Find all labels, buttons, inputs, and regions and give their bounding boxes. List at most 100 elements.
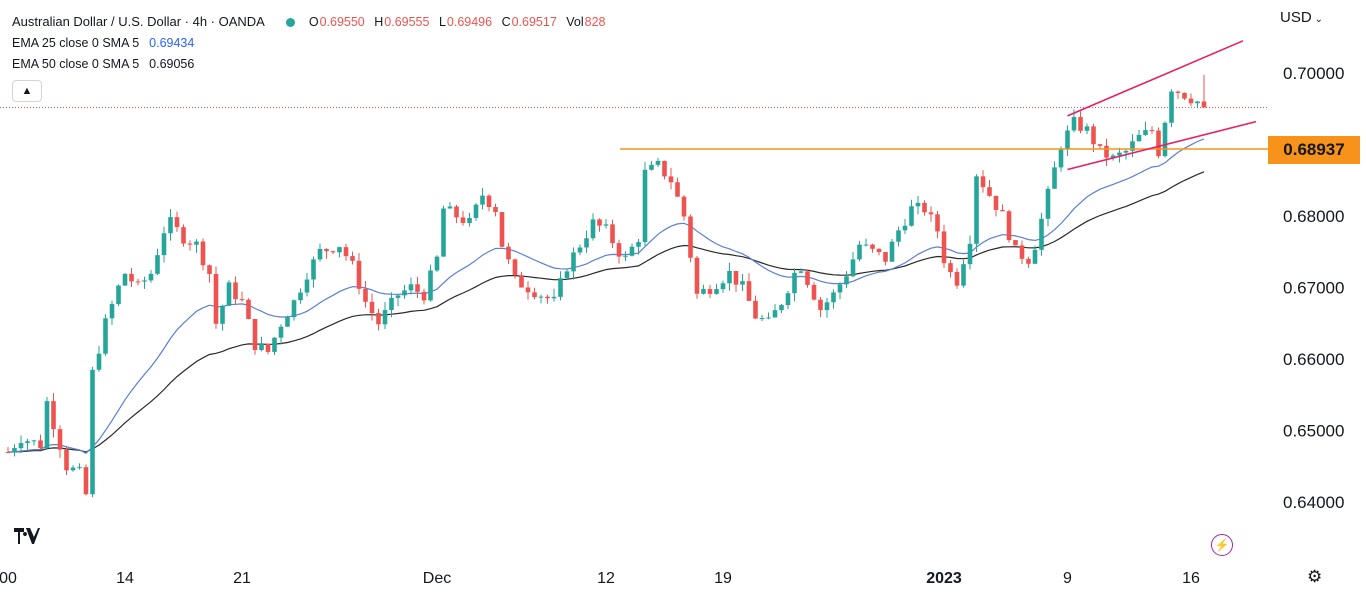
candle bbox=[311, 256, 316, 288]
candle bbox=[1175, 90, 1181, 99]
candle bbox=[434, 255, 440, 273]
candle bbox=[740, 273, 745, 292]
candle bbox=[915, 195, 921, 215]
candle bbox=[363, 281, 368, 308]
candle bbox=[896, 226, 901, 247]
candle bbox=[928, 206, 934, 222]
symbol-title[interactable]: Australian Dollar / U.S. Dollar · 4h · O… bbox=[12, 14, 265, 29]
x-tick-label: 21 bbox=[233, 570, 251, 587]
candle bbox=[304, 273, 310, 297]
candle bbox=[122, 273, 128, 286]
candle bbox=[12, 444, 17, 457]
candle bbox=[837, 282, 843, 300]
candle bbox=[51, 393, 56, 438]
candle bbox=[1182, 92, 1187, 100]
candle bbox=[1156, 127, 1161, 159]
candle bbox=[883, 252, 888, 266]
ohlc-low: L0.69496 bbox=[438, 15, 493, 29]
candle bbox=[330, 250, 336, 254]
x-tick-label: 2023 bbox=[926, 570, 962, 587]
candle bbox=[356, 253, 362, 295]
candle bbox=[31, 439, 37, 446]
candle bbox=[922, 200, 927, 216]
candle bbox=[545, 294, 550, 304]
candle bbox=[623, 251, 628, 262]
candle bbox=[1149, 126, 1155, 134]
candle bbox=[1078, 111, 1083, 134]
ema25-path bbox=[7, 138, 1205, 455]
candle bbox=[252, 318, 258, 355]
candle bbox=[1117, 147, 1122, 163]
candle bbox=[1019, 240, 1025, 265]
candle bbox=[766, 312, 771, 320]
candle bbox=[538, 294, 544, 304]
candle bbox=[954, 268, 960, 289]
candle bbox=[506, 242, 511, 265]
candle bbox=[90, 366, 95, 498]
candle bbox=[408, 277, 414, 295]
candle bbox=[421, 288, 427, 305]
candle bbox=[168, 209, 173, 241]
gear-icon[interactable]: ⚙ bbox=[1307, 567, 1323, 586]
y-tick-label: 0.66000 bbox=[1283, 350, 1344, 369]
candles bbox=[5, 74, 1207, 498]
candle bbox=[1143, 121, 1148, 136]
ema50-line bbox=[7, 171, 1205, 453]
currency-selector[interactable]: USD ⌄ bbox=[1280, 9, 1324, 26]
price-axis[interactable]: 0.700000.690000.680000.670000.660000.650… bbox=[1283, 64, 1344, 512]
channel-lower-line[interactable] bbox=[1067, 120, 1257, 171]
candle bbox=[850, 251, 856, 278]
collapse-legend-button[interactable]: ▲ bbox=[12, 80, 42, 102]
candle bbox=[603, 219, 609, 229]
candle bbox=[38, 434, 43, 450]
candle bbox=[720, 280, 726, 293]
candle bbox=[753, 295, 758, 320]
candle bbox=[259, 336, 264, 352]
candle bbox=[519, 271, 524, 288]
indicator-ema25[interactable]: EMA 25 close 0 SMA 5 0.69434 bbox=[12, 33, 612, 54]
candle bbox=[772, 304, 778, 318]
indicator-value: 0.69056 bbox=[149, 57, 195, 71]
ohlc-volume: Vol828 bbox=[566, 15, 606, 29]
candle bbox=[818, 296, 823, 318]
candle bbox=[57, 425, 63, 458]
candle bbox=[135, 278, 141, 286]
candle bbox=[629, 243, 635, 257]
candle bbox=[707, 284, 713, 298]
y-tick-label: 0.67000 bbox=[1283, 279, 1344, 298]
candle bbox=[876, 248, 882, 256]
indicator-ema50[interactable]: EMA 50 close 0 SMA 5 0.69056 bbox=[12, 54, 612, 75]
y-tick-label: 0.64000 bbox=[1283, 493, 1344, 512]
ohlc-high: H0.69555 bbox=[374, 15, 430, 29]
channel-upper-line[interactable] bbox=[1067, 40, 1244, 117]
candle bbox=[577, 244, 583, 256]
candle bbox=[948, 260, 953, 278]
candle bbox=[389, 292, 394, 318]
drawings bbox=[620, 40, 1268, 171]
candle bbox=[824, 297, 830, 318]
candle bbox=[64, 446, 69, 475]
lightning-icon[interactable]: ⚡ bbox=[1211, 534, 1233, 556]
candle bbox=[454, 204, 459, 224]
candle bbox=[96, 345, 102, 372]
ohlc-open: O0.69550 bbox=[308, 15, 365, 29]
candle bbox=[226, 280, 232, 306]
candle bbox=[350, 251, 355, 265]
candle bbox=[129, 267, 134, 288]
candle bbox=[558, 271, 563, 301]
candle bbox=[233, 276, 238, 306]
time-axis[interactable]: 00 14 21 Dec 12 19 2023 9 16 bbox=[0, 570, 1200, 587]
candle bbox=[278, 324, 284, 345]
candle bbox=[1136, 129, 1142, 142]
x-tick-label: 9 bbox=[1063, 570, 1072, 587]
tradingview-logo-icon[interactable] bbox=[14, 528, 40, 548]
candle bbox=[44, 396, 50, 450]
x-tick-label: 16 bbox=[1182, 570, 1200, 587]
candle bbox=[785, 291, 791, 310]
candle bbox=[636, 238, 641, 255]
candle bbox=[590, 213, 596, 241]
candle bbox=[376, 308, 381, 331]
candle bbox=[1058, 146, 1064, 172]
